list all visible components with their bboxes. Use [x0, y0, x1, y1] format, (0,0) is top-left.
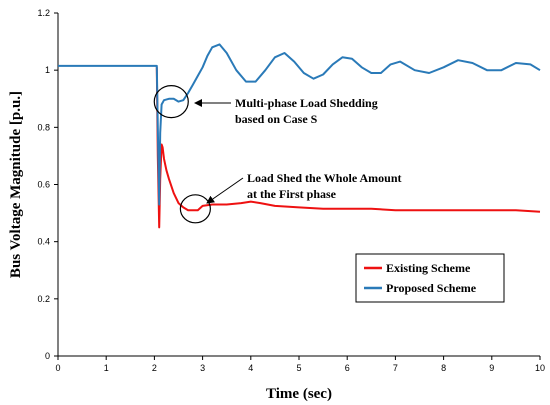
annotation-text: at the First phase	[247, 187, 337, 201]
x-tick-label: 2	[152, 363, 157, 373]
series-proposed-scheme	[58, 43, 541, 206]
annotation-circle	[179, 194, 211, 224]
x-tick-label: 1	[104, 363, 109, 373]
annotation-arrow	[206, 177, 244, 204]
y-tick-label: 0.6	[37, 180, 50, 190]
x-tick-label: 5	[296, 363, 301, 373]
annotation-circle	[153, 85, 189, 119]
axes: 0 0.2 0.4 0.6 0.8 1 1.2 0 1 2 3 4 5 6 7 8 9 10	[37, 8, 545, 373]
annotations: Multi-phase Load Shedding based on Case S…	[153, 85, 401, 224]
legend-label: Proposed Scheme	[386, 281, 477, 295]
y-axis-label: Bus Voltage Magnitude [p.u.]	[8, 91, 24, 278]
x-tick-label: 3	[200, 363, 205, 373]
y-tick-label: 1	[45, 65, 50, 75]
y-tick-label: 0	[45, 351, 50, 361]
x-tick-label: 0	[55, 363, 60, 373]
series-lines	[58, 43, 541, 229]
x-tick-label: 9	[489, 363, 494, 373]
annotation-text: Load Shed the Whole Amount	[247, 171, 401, 185]
x-tick-label: 8	[441, 363, 446, 373]
y-tick-label: 0.8	[37, 122, 50, 132]
legend-label: Existing Scheme	[386, 261, 471, 275]
legend: Existing Scheme Proposed Scheme	[355, 253, 505, 303]
x-tick-label: 4	[248, 363, 253, 373]
x-tick-label: 6	[345, 363, 350, 373]
annotation-text: Multi-phase Load Shedding	[235, 96, 378, 110]
annotation-text: based on Case S	[235, 112, 318, 126]
y-tick-label: 0.2	[37, 294, 50, 304]
x-tick-label: 7	[393, 363, 398, 373]
y-tick-label: 1.2	[37, 8, 50, 18]
x-tick-label: 10	[535, 363, 545, 373]
series-existing-scheme	[155, 67, 541, 229]
y-tick-label: 0.4	[37, 237, 50, 247]
legend-box	[355, 253, 505, 303]
x-axis-label: Time (sec)	[266, 386, 332, 402]
